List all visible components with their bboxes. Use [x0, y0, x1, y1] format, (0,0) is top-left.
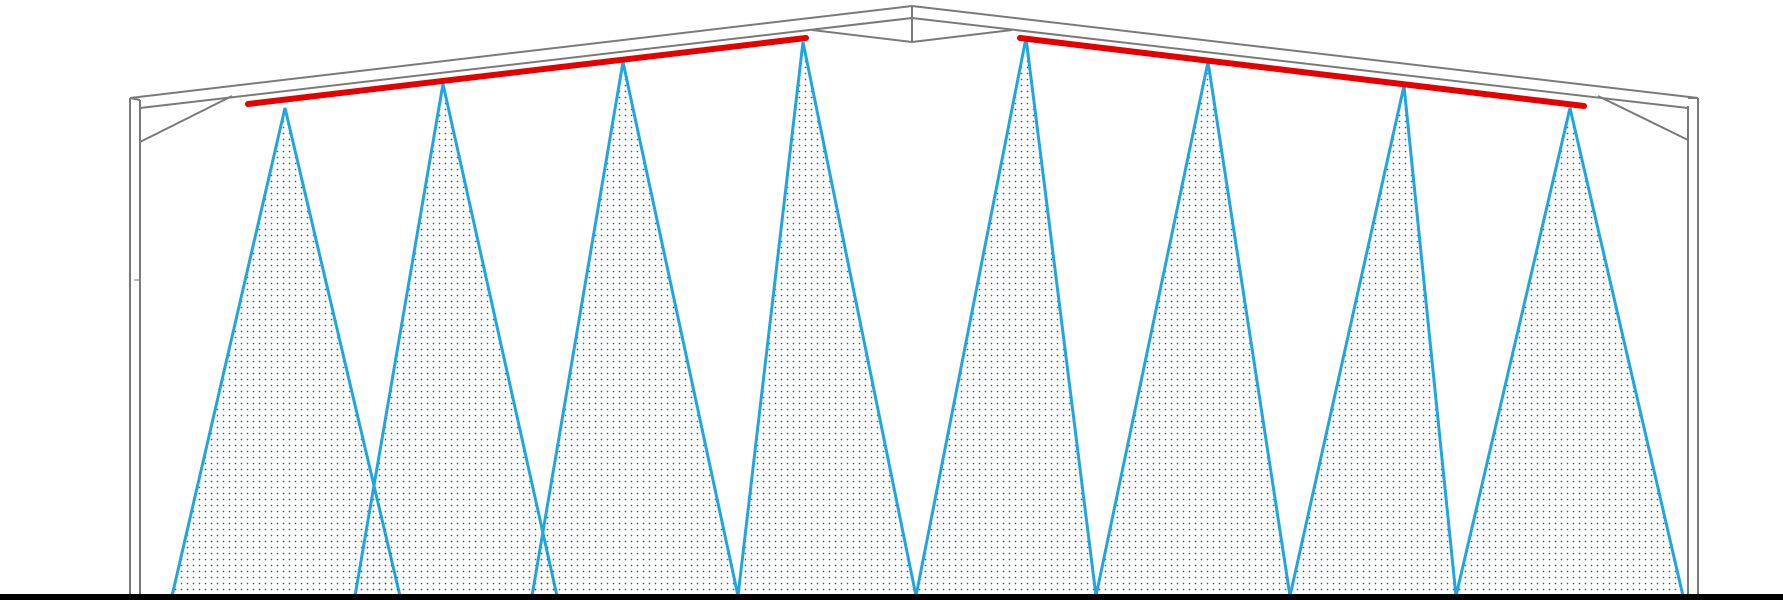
light-cone-4	[736, 41, 918, 598]
light-cones	[170, 37, 1685, 598]
light-cone-1	[170, 107, 402, 598]
ridge-highlights	[245, 35, 1587, 109]
right-knee-brace	[1597, 95, 1689, 141]
roof-outer-left	[129, 5, 913, 99]
left-knee-brace	[139, 95, 233, 143]
light-cone-2	[353, 83, 559, 598]
roof-inner-right	[911, 17, 1689, 109]
ridge-brace-left	[811, 29, 913, 43]
ridge-highlight-left	[245, 35, 809, 107]
light-cone-3	[530, 61, 740, 598]
floor-line	[0, 594, 1783, 600]
light-cone-5	[914, 37, 1098, 598]
light-cone-7	[1288, 85, 1458, 598]
light-cone-6	[1094, 61, 1292, 598]
roof-outer-right	[911, 5, 1699, 99]
ridge-brace-right	[911, 29, 1013, 43]
ridge-highlight-right	[1017, 35, 1587, 109]
light-cone-8	[1454, 107, 1685, 598]
roof-inner-left	[139, 17, 913, 109]
building-frame	[129, 5, 1699, 600]
